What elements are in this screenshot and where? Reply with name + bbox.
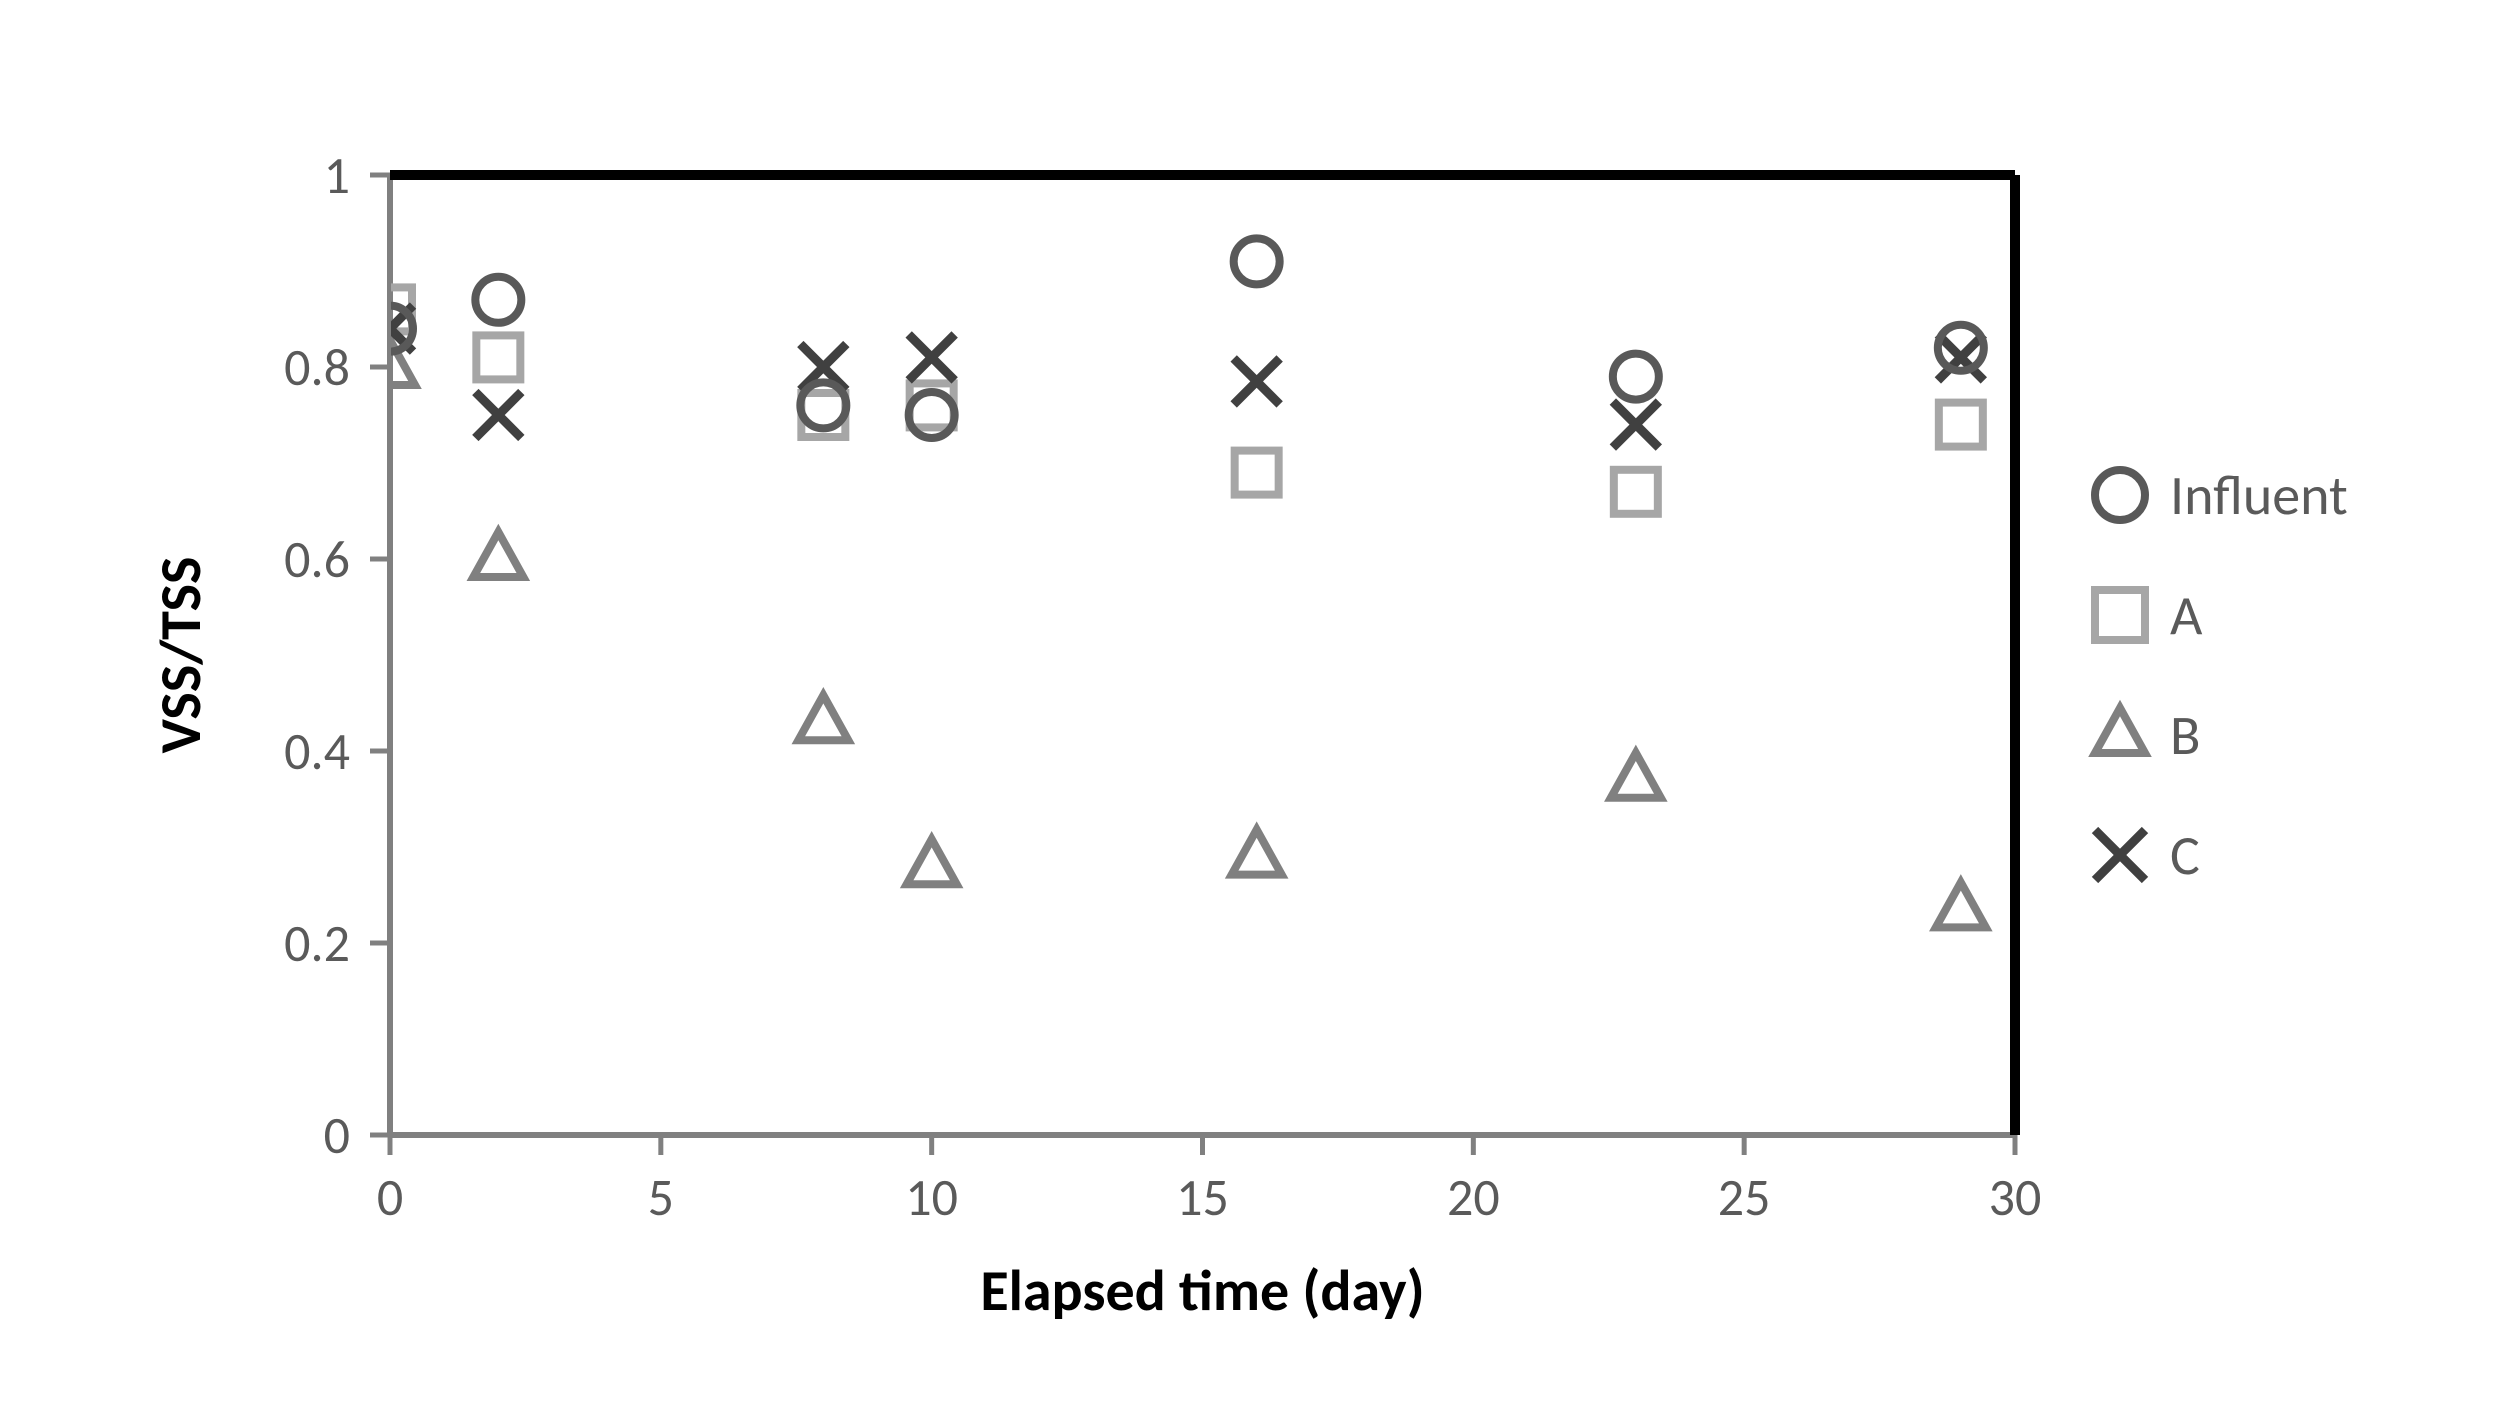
y-tick-label: 0.8 [284, 335, 350, 399]
x-tick-label: 30 [1989, 1165, 2042, 1229]
x-tick-label: 25 [1718, 1165, 1771, 1229]
y-tick-label: 1 [324, 143, 350, 207]
legend-label-influent: Influent [2170, 462, 2348, 530]
x-tick-label: 10 [905, 1165, 958, 1229]
chart-background [0, 0, 2500, 1411]
x-tick-label: 20 [1447, 1165, 1500, 1229]
legend-label-C: C [2170, 822, 2200, 890]
y-tick-label: 0.6 [284, 527, 350, 591]
chart-container: 0 5 10 15 20 25 30 0 0.2 0.4 0.6 0.8 1 Elapsed time (… [0, 0, 2500, 1411]
y-tick-label: 0 [324, 1103, 350, 1167]
y-tick-label: 0.4 [284, 719, 350, 783]
x-tick-label: 15 [1176, 1165, 1229, 1229]
legend-label-A: A [2170, 582, 2203, 650]
x-tick-label: 5 [648, 1165, 674, 1229]
y-tick-label: 0.2 [284, 911, 350, 975]
scatter-chart: 0 5 10 15 20 25 30 0 0.2 0.4 0.6 0.8 1 Elapsed time (… [0, 0, 2500, 1411]
x-axis-label: Elapsed time (day) [980, 1255, 1424, 1326]
y-axis-label: VSS/TSS [145, 557, 216, 754]
x-tick-label: 0 [377, 1165, 403, 1229]
legend-label-B: B [2170, 702, 2200, 770]
